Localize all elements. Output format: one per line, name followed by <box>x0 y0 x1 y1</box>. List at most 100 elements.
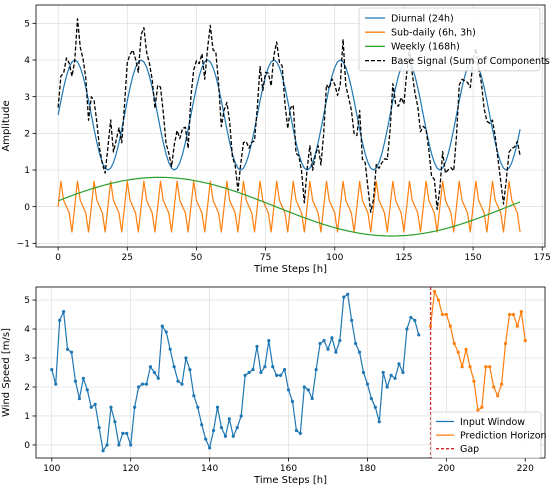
chart2-series-prediction-horizon-point <box>444 312 448 317</box>
chart1-legend-label: Weekly (168h) <box>391 42 460 53</box>
chart2-series-input-window-point <box>381 370 385 375</box>
chart2-series-prediction-horizon-point <box>436 298 441 302</box>
c1-tick-label-x: 75 <box>260 253 271 263</box>
chart2-series-prediction-horizon-point <box>468 365 472 369</box>
chart2-series-prediction-horizon-point <box>492 385 496 389</box>
chart1-ticks: 0 25 50 75 100 125 150 175 −1 0 1 2 3 4 5 <box>17 20 550 263</box>
c2-tick-label-x: 100 <box>43 464 60 474</box>
chart-wind-speed: 100 120 140 160 180 200 220 0 1 2 3 4 5 Time Steps [… <box>1 286 547 485</box>
c2-tick-label-y: 5 <box>24 296 30 306</box>
chart2-y-axis-label: Wind Speed [m/s] <box>1 328 12 417</box>
chart2-series-input-window-point <box>393 376 397 380</box>
chart2-series-input-window-point <box>73 379 78 383</box>
chart2-series-input-window-point <box>330 336 334 340</box>
chart2-series-input-window-point <box>136 385 141 389</box>
chart2-series-input-window-point <box>326 347 330 351</box>
chart2-series-input-window-point <box>211 428 216 433</box>
chart2-series-input-window-point <box>361 370 366 375</box>
chart2-series-input-window-point <box>89 405 93 409</box>
chart1-x-axis-label: Time Steps [h] <box>253 264 327 275</box>
chart2-series-input-window-point <box>121 431 125 435</box>
chart2-series-input-window-point <box>318 341 322 346</box>
chart2-series-input-window-point <box>97 425 101 430</box>
chart1-series <box>57 18 521 237</box>
chart2-series-input-window-point <box>85 388 89 392</box>
chart2-series-input-window-point <box>144 382 149 386</box>
chart2-series-input-window-point <box>357 350 362 354</box>
chart2-x-axis-label: Time Steps [h] <box>253 475 327 485</box>
chart2-series-input-window-point <box>101 449 105 453</box>
chart2-series-input-window-point <box>105 443 109 447</box>
chart1-plot-frame <box>35 4 546 248</box>
chart2-series-input-window-point <box>223 434 227 438</box>
chart2-series-input-window-point <box>354 341 358 346</box>
c2-tick-label-y: 4 <box>24 325 30 335</box>
chart2-series-prediction-horizon-point <box>488 365 492 369</box>
chart2-series-prediction-horizon-point <box>519 310 523 314</box>
chart2-series-input-window-point <box>239 414 243 418</box>
chart2-series-input-window-point <box>160 324 164 328</box>
chart2-series-input-window-point <box>69 350 74 354</box>
chart2-series-input-window-point <box>286 388 291 392</box>
c2-tick-label-y: 1 <box>24 412 30 422</box>
chart2-series-input-window-point <box>227 417 231 421</box>
chart2-series-input-window-point <box>196 405 200 409</box>
chart2-series-prediction-horizon <box>429 290 526 411</box>
chart2-series-input-window-point <box>62 310 66 314</box>
chart2-series-input-window-point <box>152 370 156 375</box>
chart2-series-input-window-point <box>377 420 381 424</box>
chart2-series-input-window-point <box>290 399 295 404</box>
chart1-y-axis-label: Amplitude <box>1 100 12 151</box>
chart2-series-prediction-horizon-point <box>448 324 452 328</box>
chart2-series-input-window-point <box>401 370 405 375</box>
chart2-series-input-window-point <box>306 388 310 392</box>
chart2-legend-box <box>430 411 542 459</box>
chart2-series-prediction-horizon-point <box>440 312 445 317</box>
chart1-series-weekly <box>57 176 521 237</box>
chart1-legend: Diurnal (24h) Sub-daily (6h, 3h) Weekly (1… <box>358 7 550 72</box>
c2-tick-label-x: 140 <box>201 464 218 474</box>
chart2-series-input-window-point <box>247 370 251 375</box>
chart2-series-input-window-point <box>259 370 263 375</box>
chart2-series-input-window-point <box>113 420 117 424</box>
chart1-series-diurnal <box>57 59 521 171</box>
chart2-series-prediction-horizon-point <box>432 289 437 293</box>
chart2-series-input-window-point <box>176 379 180 383</box>
chart2-series-prediction-horizon-point <box>472 379 476 383</box>
chart2-series-input-window-point <box>255 344 259 349</box>
chart2-series-input-window-point <box>192 394 196 398</box>
chart2-series-prediction-horizon-point <box>523 339 527 343</box>
chart2-series-prediction-horizon-point <box>460 365 464 369</box>
chart2-series-input-window-point <box>58 318 62 322</box>
chart2-series-input-window-point <box>298 431 302 435</box>
chart2-series-input-window-point <box>338 339 342 343</box>
c2-tick-label-x: 200 <box>438 464 455 474</box>
chart2-series <box>50 287 527 458</box>
chart1-legend-label: Diurnal (24h) <box>391 13 454 24</box>
c2-tick-label-x: 220 <box>517 464 534 474</box>
chart2-series-input-window-point <box>50 368 54 372</box>
chart2-series-input-window-point <box>156 376 160 380</box>
chart2-series-input-window-point <box>310 396 314 401</box>
chart2-series-input-window-point <box>397 362 401 366</box>
chart2-series-input-window-point <box>267 339 271 343</box>
chart2-series-input-window-point <box>302 385 306 389</box>
chart2-series-input-window-point <box>334 350 338 354</box>
c1-tick-label-x: 125 <box>395 253 412 263</box>
chart2-series-input-window-point <box>346 292 350 296</box>
chart2-series-input-window <box>51 293 420 452</box>
chart2-series-input-window-point <box>263 365 267 369</box>
chart2-series-input-window-point <box>342 295 346 299</box>
chart2-series-input-window-point <box>385 385 389 389</box>
chart2-series-input-window-point <box>369 396 373 401</box>
chart1-legend-label: Base Signal (Sum of Components) <box>391 56 550 67</box>
c1-tick-label-y: 2 <box>24 130 30 140</box>
chart2-legend: Input Window Prediction Horizon Gap <box>430 411 547 459</box>
chart2-series-input-window-point <box>125 431 129 435</box>
chart2-series-input-window-point <box>219 425 224 430</box>
chart2-series-input-window-point <box>168 347 172 351</box>
chart2-series-input-window-point <box>271 365 275 369</box>
chart2-series-input-window-point <box>133 405 137 409</box>
chart2-series-prediction-horizon-point <box>503 341 508 346</box>
